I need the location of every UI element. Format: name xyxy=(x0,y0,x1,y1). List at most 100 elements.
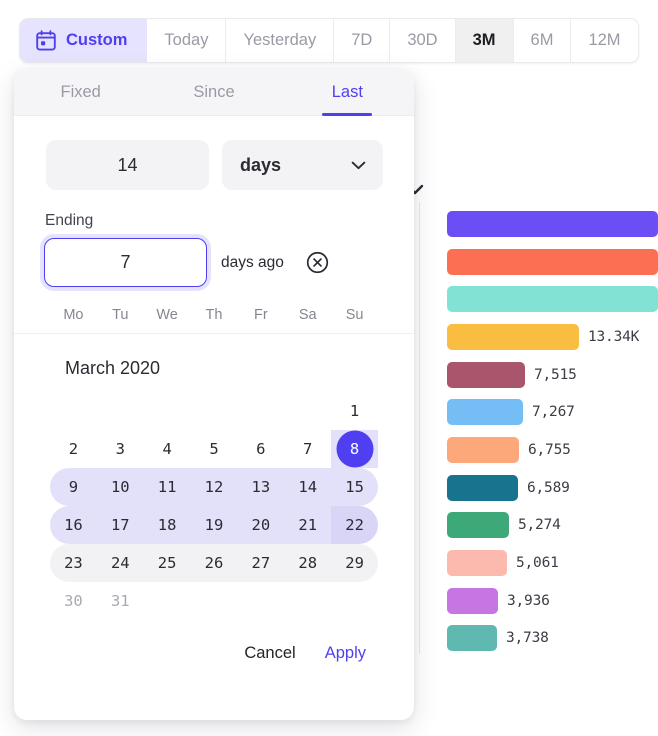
calendar-day-6[interactable]: 6 xyxy=(237,430,284,468)
bar[interactable] xyxy=(447,436,519,463)
duration-value-input[interactable]: 14 xyxy=(46,140,209,190)
bar[interactable] xyxy=(447,210,658,237)
bar[interactable] xyxy=(447,399,523,426)
range-segment-today[interactable]: Today xyxy=(147,19,227,62)
bar-value-label: 3,936 xyxy=(507,592,550,609)
bar-and-value: 13.34K xyxy=(447,318,639,356)
bar[interactable] xyxy=(447,248,658,275)
calendar-day-label: 11 xyxy=(157,478,177,496)
duration-row: 14 days xyxy=(14,116,414,190)
range-segment-custom[interactable]: Custom xyxy=(20,19,148,62)
bar-chart-row[interactable]: an13.34K xyxy=(0,318,658,356)
calendar-day-empty xyxy=(50,392,97,430)
calendar-day-label: 1 xyxy=(349,402,360,420)
bar[interactable] xyxy=(447,474,518,501)
range-segment-label: 30D xyxy=(407,31,438,49)
bar-and-value xyxy=(447,205,658,243)
calendar-day-empty xyxy=(97,392,144,430)
calendar-day-14[interactable]: 14 xyxy=(284,468,332,506)
calendar-day-11[interactable]: 11 xyxy=(143,468,191,506)
bar-value-label: 7,515 xyxy=(534,366,577,383)
range-segment-yesterday[interactable]: Yesterday xyxy=(226,19,335,62)
bar[interactable] xyxy=(447,625,497,652)
calendar-day-label: 16 xyxy=(64,516,83,534)
bar-and-value: 7,267 xyxy=(447,393,575,431)
bar[interactable] xyxy=(447,512,509,539)
bar-value-label: 6,589 xyxy=(527,479,570,496)
ending-days-ago-input[interactable]: 7 xyxy=(44,238,207,287)
bar-value-label: 6,755 xyxy=(528,441,571,458)
calendar-day-label: 31 xyxy=(110,592,130,610)
picker-tab-since[interactable]: Since xyxy=(147,69,280,115)
calendar-day-31: 31 xyxy=(97,582,144,620)
calendar-day-21[interactable]: 21 xyxy=(284,506,332,544)
weekday-su: Su xyxy=(345,307,364,323)
calendar-month-title: March 2020 xyxy=(65,358,161,378)
bar[interactable] xyxy=(447,550,507,577)
calendar-day-10[interactable]: 10 xyxy=(96,468,144,506)
calendar-divider xyxy=(14,333,414,334)
calendar-day-label: 13 xyxy=(251,478,271,496)
range-segment-30d[interactable]: 30D xyxy=(390,19,456,62)
calendar-day-3[interactable]: 3 xyxy=(97,430,144,468)
calendar-day-empty xyxy=(284,582,331,620)
calendar-day-13[interactable]: 13 xyxy=(237,468,285,506)
apply-button[interactable]: Apply xyxy=(324,644,366,662)
calendar-day-27[interactable]: 27 xyxy=(237,544,285,582)
range-segment-7d[interactable]: 7D xyxy=(334,19,391,62)
cancel-button[interactable]: Cancel xyxy=(244,644,296,662)
bar-and-value xyxy=(447,280,658,318)
calendar-day-9[interactable]: 9 xyxy=(50,468,97,506)
bar-and-value: 3,738 xyxy=(447,620,549,658)
calendar-day-18[interactable]: 18 xyxy=(143,506,191,544)
bar-chart-row[interactable]: da5,061 xyxy=(0,544,658,582)
calendar-day-2[interactable]: 2 xyxy=(50,430,97,468)
calendar-day-empty xyxy=(144,582,191,620)
calendar-day-19[interactable]: 19 xyxy=(190,506,238,544)
duration-unit-select[interactable]: days xyxy=(222,140,383,190)
calendar-day-label: 5 xyxy=(209,440,219,458)
calendar-day-label: 26 xyxy=(204,554,224,572)
calendar-day-label: 4 xyxy=(162,440,172,458)
picker-body: 14 days Ending 7 days ago Mo Tu We Th Fr Sa Su xyxy=(14,116,414,663)
calendar-day-1[interactable]: 1 xyxy=(331,392,378,430)
circle-x-icon[interactable] xyxy=(306,251,329,274)
calendar-day-empty xyxy=(237,392,284,430)
calendar-day-5[interactable]: 5 xyxy=(191,430,238,468)
bar[interactable] xyxy=(447,361,525,388)
range-segment-6m[interactable]: 6M xyxy=(513,19,572,62)
range-segment-3m[interactable]: 3M xyxy=(455,19,514,62)
calendar-day-15[interactable]: 15 xyxy=(331,468,378,506)
bar-and-value xyxy=(447,243,658,281)
calendar-day-29[interactable]: 29 xyxy=(331,544,378,582)
calendar-day-26[interactable]: 26 xyxy=(190,544,238,582)
range-segment-label: Custom xyxy=(66,31,128,49)
calendar-day-28[interactable]: 28 xyxy=(284,544,332,582)
calendar-days-grid: 1 2 3 4 5 6 7 8 9 10 11 12 13 14 15 16 17 18 19 20 21 22 23 24 2… xyxy=(14,392,414,620)
calendar-day-17[interactable]: 17 xyxy=(96,506,144,544)
bar[interactable] xyxy=(447,587,498,614)
bar-and-value: 6,589 xyxy=(447,469,570,507)
picker-tab-fixed[interactable]: Fixed xyxy=(14,69,147,115)
calendar-day-24[interactable]: 24 xyxy=(96,544,144,582)
calendar-day-8[interactable]: 8 xyxy=(331,430,378,468)
calendar-day-23[interactable]: 23 xyxy=(50,544,97,582)
calendar-day-label: 25 xyxy=(157,554,177,572)
picker-tab-label: Fixed xyxy=(60,82,101,101)
calendar-icon xyxy=(36,30,56,51)
calendar-day-label: 24 xyxy=(110,554,130,572)
calendar-day-4[interactable]: 4 xyxy=(144,430,191,468)
calendar-day-25[interactable]: 25 xyxy=(143,544,191,582)
calendar-day-20[interactable]: 20 xyxy=(237,506,285,544)
bar[interactable] xyxy=(447,323,579,350)
selected-day-marker xyxy=(336,430,374,468)
calendar-day-16[interactable]: 16 xyxy=(50,506,97,544)
calendar-day-7[interactable]: 7 xyxy=(284,430,331,468)
range-segment-12m[interactable]: 12M xyxy=(571,19,638,62)
bar[interactable] xyxy=(447,286,658,313)
picker-tab-last[interactable]: Last xyxy=(281,69,414,115)
calendar-day-12[interactable]: 12 xyxy=(190,468,238,506)
picker-tab-label: Since xyxy=(193,82,235,101)
calendar-day-22[interactable]: 22 xyxy=(331,506,378,544)
